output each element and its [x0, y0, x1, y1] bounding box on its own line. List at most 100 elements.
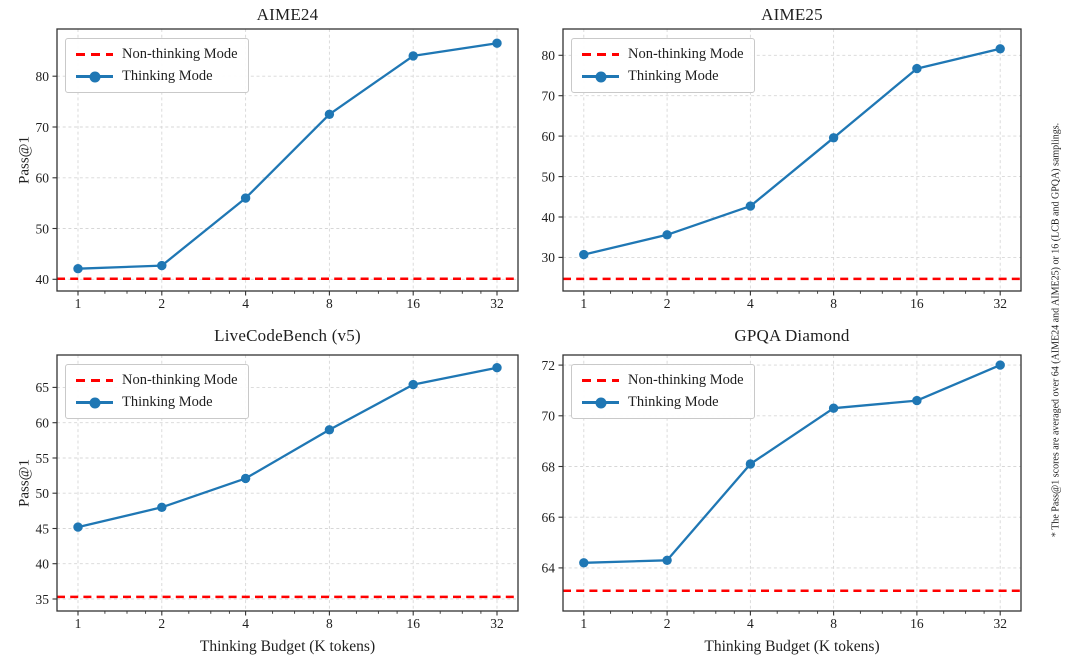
marker-dot: [595, 397, 606, 408]
data-point: [492, 363, 502, 373]
chart-livecodebench-v5: 1 2 4 8 16 32 35 40 45 50 55 60 65: [36, 354, 519, 631]
x-tick-label: 32: [993, 616, 1007, 631]
x-tick-label: 1: [75, 296, 82, 311]
legend-aime24: Non-thinking Mode Thinking Mode: [65, 38, 249, 93]
y-tick-label: 68: [542, 459, 556, 474]
legend-item-non-thinking: Non-thinking Mode: [582, 46, 744, 63]
x-tick-label: 2: [158, 616, 165, 631]
x-tick-label: 4: [242, 296, 249, 311]
legend-label: Thinking Mode: [628, 68, 719, 84]
axes-box: [562, 354, 1022, 612]
x-tick-label: 1: [580, 616, 587, 631]
y-tick-label: 50: [542, 169, 556, 184]
y-tick-label: 60: [36, 171, 50, 186]
thinking-line: [76, 366, 499, 529]
y-tick-label: 55: [36, 451, 50, 466]
data-point: [995, 360, 1005, 370]
y-tick-label: 60: [36, 416, 50, 431]
chart-title-gpqa: GPQA Diamond: [734, 326, 850, 345]
data-point: [745, 201, 756, 211]
x-tick-label: 2: [158, 296, 165, 311]
x-tick-label: 16: [910, 616, 924, 631]
y-tick-label: 64: [542, 561, 556, 576]
y-tick-label: 80: [36, 69, 50, 84]
data-point: [492, 38, 502, 48]
x-tick-label: 4: [747, 616, 754, 631]
x-tick-label: 32: [993, 296, 1007, 311]
line-marker-sample: [582, 71, 619, 82]
legend-label: Thinking Mode: [122, 68, 213, 84]
y-tick-label: 60: [542, 129, 556, 144]
y-tick-label: 40: [542, 210, 556, 225]
axes-box: [56, 28, 519, 292]
legend-item-non-thinking: Non-thinking Mode: [582, 372, 744, 389]
y-tick-label: 70: [542, 409, 556, 424]
y-tick-label: 70: [542, 89, 556, 104]
y-tick-label: 72: [542, 358, 556, 373]
data-point: [324, 425, 335, 435]
dashed-line-sample: [582, 53, 619, 56]
x-tick-label: 1: [580, 296, 587, 311]
x-tick-label: 32: [490, 296, 504, 311]
figure-footnote: * The Pass@1 scores are averaged over 64…: [1050, 122, 1062, 538]
data-point: [73, 522, 83, 532]
y-tick-label: 70: [36, 120, 50, 135]
x-tick-label: 2: [664, 616, 671, 631]
x-tick-label: 32: [490, 616, 504, 631]
dashed-line-sample: [76, 53, 113, 56]
data-point: [73, 264, 83, 274]
chart-aime25: 1 2 4 8 16 32 30 40 50 60 70 80: [542, 28, 1022, 311]
y-tick-label: 40: [36, 557, 50, 572]
chart-title-livecodebench: LiveCodeBench (v5): [214, 326, 361, 345]
thinking-line: [582, 47, 1002, 256]
x-tick-label: 4: [242, 616, 249, 631]
x-tick-label: 16: [910, 296, 924, 311]
x-tick-label: 8: [830, 616, 837, 631]
x-tick-label: 8: [830, 296, 837, 311]
legend-gpqa: Non-thinking Mode Thinking Mode: [571, 364, 755, 419]
legend-label: Non-thinking Mode: [628, 372, 744, 388]
data-point: [828, 403, 839, 413]
data-point: [745, 459, 756, 469]
y-tick-label: 50: [36, 486, 50, 501]
data-point: [157, 260, 167, 271]
y-tick-label: 35: [36, 592, 50, 607]
legend-item-thinking: Thinking Mode: [76, 68, 238, 85]
x-tick-label: 16: [406, 296, 420, 311]
legend-aime25: Non-thinking Mode Thinking Mode: [571, 38, 755, 93]
y-tick-label: 50: [36, 221, 50, 236]
thinking-line: [582, 363, 1002, 564]
line-marker-sample: [582, 397, 619, 408]
legend-item-thinking: Thinking Mode: [76, 394, 238, 411]
legend-label: Non-thinking Mode: [122, 372, 238, 388]
x-tick-label: 8: [326, 296, 333, 311]
y-axis-label-livecodebench: Pass@1: [16, 459, 33, 507]
legend-label: Non-thinking Mode: [122, 46, 238, 62]
dashed-line-sample: [582, 379, 619, 382]
legend-livecodebench: Non-thinking Mode Thinking Mode: [65, 364, 249, 419]
marker-dot: [89, 397, 100, 408]
x-tick-label: 8: [326, 616, 333, 631]
marker-dot: [595, 71, 606, 82]
x-tick-label: 4: [747, 296, 754, 311]
chart-aime24: 1 2 4 8 16 32 40 50 60 70 80: [36, 28, 519, 311]
line-marker-sample: [76, 397, 113, 408]
data-point: [579, 249, 589, 260]
x-axis-label-livecodebench: Thinking Budget (K tokens): [199, 638, 376, 655]
chart-title-aime24: AIME24: [256, 5, 319, 24]
x-tick-label: 2: [664, 296, 671, 311]
marker-dot: [89, 71, 100, 82]
data-point: [579, 558, 589, 568]
data-point: [912, 63, 922, 74]
legend-item-non-thinking: Non-thinking Mode: [76, 372, 238, 389]
data-point: [662, 230, 672, 240]
data-point: [408, 51, 418, 61]
thinking-line: [76, 42, 499, 270]
y-tick-label: 30: [542, 250, 556, 265]
x-axis-label-gpqa: Thinking Budget (K tokens): [704, 638, 880, 655]
line-marker-sample: [76, 71, 113, 82]
data-point: [662, 555, 672, 565]
y-axis-label-aime24: Pass@1: [16, 136, 33, 184]
chart-title-aime25: AIME25: [761, 5, 823, 24]
